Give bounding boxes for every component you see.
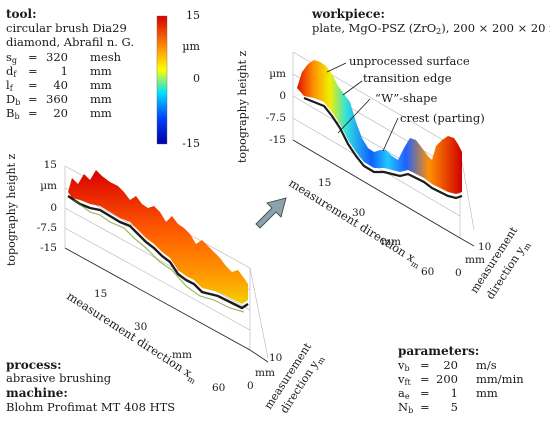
right-z-tick-neg7: -7.5 xyxy=(266,112,286,124)
tool-param-row: df = 1 mm xyxy=(6,64,112,79)
right-y-tick-unit: mm xyxy=(465,254,485,266)
left-x-label: measurement direction xm xyxy=(63,289,201,386)
colorbar-tick-unit: µm xyxy=(182,40,200,53)
right-x-tick-15: 15 xyxy=(318,177,331,189)
right-plot: unprocessed surface transition edge “W”-… xyxy=(236,50,533,301)
annotation-wshape: “W”-shape xyxy=(375,91,438,105)
process-value: abrasive brushing xyxy=(6,371,112,385)
parameter-row: vft = 200 mm/min xyxy=(398,372,524,387)
left-x-tick-15: 15 xyxy=(94,288,107,300)
left-surface-shadow xyxy=(67,195,249,310)
left-z-tick-0: 0 xyxy=(50,202,57,214)
machine-value: Blohm Profimat MT 408 HTS xyxy=(6,400,176,414)
right-surface-shadow xyxy=(303,96,463,200)
left-z-tick-unit: µm xyxy=(40,180,57,192)
right-x-tick-unit: mm xyxy=(381,236,401,248)
tool-heading: tool: xyxy=(6,7,37,21)
annotations: unprocessed surface transition edge “W”-… xyxy=(349,54,485,125)
tool-param-row: Db = 360 mm xyxy=(6,92,112,107)
left-z-tick-neg7: -7.5 xyxy=(37,222,57,234)
right-y-tick-0: 0 xyxy=(455,267,462,279)
parameter-row: ae = 1 mm xyxy=(398,386,498,401)
left-z-tick-15: 15 xyxy=(44,159,57,171)
right-x-label: measurement direction xm xyxy=(285,176,424,271)
right-y-tick-10: 10 xyxy=(478,241,491,253)
tool-name: circular brush Dia29 xyxy=(6,21,127,35)
right-z-tick-0: 0 xyxy=(279,90,286,102)
parameters-heading: parameters: xyxy=(398,344,480,358)
right-x-tick-30: 30 xyxy=(352,207,365,219)
annotation-leaders xyxy=(326,62,399,152)
tool-param-row: sg = 320 mesh xyxy=(6,50,122,65)
parameter-row: vb = 20 m/s xyxy=(398,358,497,373)
tool-param-row: lf = 40 mm xyxy=(6,78,112,93)
left-plot: 15 µm 0 -7.5 -15 topography height z 15 … xyxy=(5,153,327,415)
right-y-ticks: 0 mm 10 xyxy=(455,241,491,279)
machine-heading: machine: xyxy=(6,386,68,400)
left-z-tick-neg15: -15 xyxy=(40,242,57,254)
workpiece-heading: workpiece: xyxy=(312,7,385,21)
tool-material: diamond, Abrafil n. G. xyxy=(6,35,134,49)
transition-arrow-icon xyxy=(255,197,287,229)
right-surface xyxy=(297,60,462,194)
left-z-label: topography height z xyxy=(5,153,18,266)
right-x-ticks: 15 30 mm 60 xyxy=(318,177,434,278)
annotation-unprocessed: unprocessed surface xyxy=(349,54,470,68)
process-heading: process: xyxy=(6,358,62,372)
left-y-tick-0: 0 xyxy=(247,380,254,392)
annotation-transition: transition edge xyxy=(363,71,452,85)
right-z-tick-unit: µm xyxy=(269,68,286,80)
right-z-label: topography height z xyxy=(236,50,249,163)
colorbar-tick-15: 15 xyxy=(186,9,200,22)
parameter-row: Nb = 5 xyxy=(398,400,458,415)
colorbar-tick-neg15: -15 xyxy=(182,137,200,150)
right-x-tick-60: 60 xyxy=(421,266,434,278)
tool-param-row: Bb = 20 mm xyxy=(6,106,112,121)
left-x-tick-60: 60 xyxy=(212,382,225,394)
colorbar xyxy=(156,15,168,145)
left-x-ticks: 15 30 mm 60 xyxy=(94,288,225,394)
colorbar-ticks: 15 µm 0 -15 xyxy=(182,9,200,150)
left-z-ticks: 15 µm 0 -7.5 -15 xyxy=(37,159,57,254)
colorbar-tick-0: 0 xyxy=(193,72,200,85)
annotation-crest: crest (parting) xyxy=(400,111,485,125)
left-x-tick-30: 30 xyxy=(134,321,147,333)
left-x-tick-unit: mm xyxy=(172,349,192,361)
left-surface xyxy=(68,170,248,304)
left-y-tick-unit: mm xyxy=(255,367,275,379)
right-z-ticks: µm 0 -7.5 -15 xyxy=(266,68,286,146)
right-z-tick-neg15: -15 xyxy=(269,134,286,146)
left-y-tick-10: 10 xyxy=(269,352,282,364)
workpiece-desc: plate, MgO-PSZ (ZrO2), 200 × 200 × 20 mm… xyxy=(312,21,550,36)
left-y-ticks: 0 mm 10 xyxy=(247,352,282,392)
